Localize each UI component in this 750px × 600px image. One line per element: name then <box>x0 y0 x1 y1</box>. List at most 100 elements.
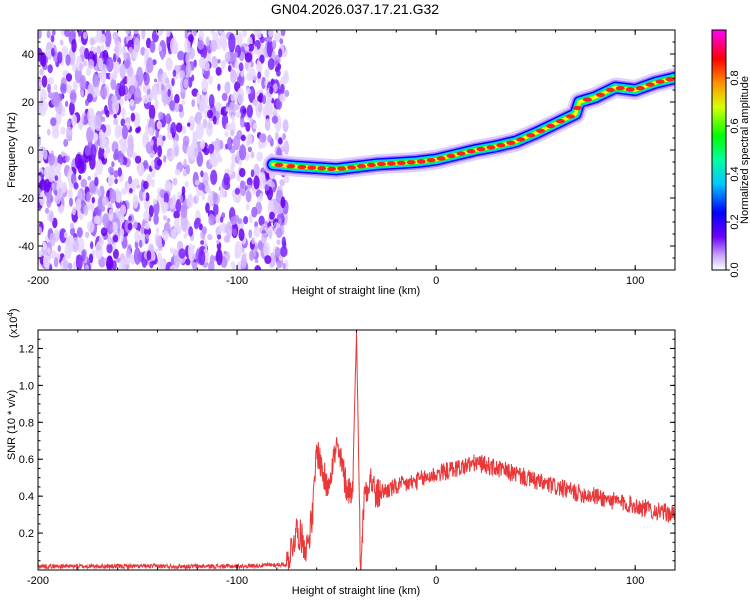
noise-dot <box>86 93 93 103</box>
spectrogram-x-tick-label: 100 <box>626 275 644 287</box>
noise-dot <box>184 38 191 54</box>
noise-dot <box>143 85 148 92</box>
noise-dot <box>104 30 112 48</box>
noise-dot <box>60 151 65 157</box>
noise-dot <box>71 114 78 127</box>
noise-dot <box>69 89 77 104</box>
noise-dot <box>154 78 158 83</box>
noise-dot <box>244 45 250 52</box>
noise-dot <box>195 217 201 225</box>
noise-dot <box>62 260 70 270</box>
noise-dot <box>51 30 56 36</box>
noise-dot <box>236 75 243 84</box>
colorbar-tick-label: 0.2 <box>729 214 741 229</box>
spectrogram-x-tick-label: -200 <box>27 275 49 287</box>
noise-dot <box>124 95 128 102</box>
noise-dot <box>251 206 258 218</box>
noise-dot <box>186 194 194 209</box>
noise-dot <box>106 255 114 270</box>
noise-dot <box>44 207 50 214</box>
noise-dot <box>257 240 263 251</box>
noise-dot <box>174 145 179 157</box>
noise-dot <box>156 121 162 130</box>
noise-dot <box>166 218 171 223</box>
noise-dot <box>148 126 154 136</box>
ridge-peak <box>655 79 665 84</box>
noise-dot <box>269 86 274 95</box>
noise-dot <box>95 159 103 176</box>
noise-dot <box>134 229 140 243</box>
noise-dot <box>240 134 246 142</box>
noise-dot <box>185 62 192 77</box>
ridge-peak <box>635 86 645 91</box>
noise-dot <box>38 105 47 117</box>
noise-dot <box>223 173 230 186</box>
noise-dot <box>205 120 213 137</box>
noise-dot <box>238 228 245 241</box>
noise-dot <box>64 30 71 38</box>
ridge-peak <box>396 160 406 166</box>
ridge-peak <box>486 145 496 150</box>
noise-dot <box>61 46 69 58</box>
noise-dot <box>113 118 119 126</box>
noise-dot <box>117 126 124 137</box>
noise-dot <box>282 133 286 141</box>
noise-dot <box>264 68 270 79</box>
noise-dot <box>146 57 154 74</box>
noise-dot <box>81 250 86 262</box>
snr-y-axis-label: SNR (10 * v/v) <box>6 390 18 460</box>
noise-dot <box>233 214 240 223</box>
noise-dot <box>154 98 159 111</box>
noise-dot <box>128 46 134 55</box>
noise-dot <box>250 88 254 95</box>
noise-dot <box>169 197 173 206</box>
noise-dot <box>150 159 155 170</box>
colorbar: 0.0 0.2 0.4 0.6 0.8 Normalized spectral ampl… <box>711 29 750 278</box>
noise-dot <box>99 129 103 135</box>
noise-dot <box>275 227 283 239</box>
noise-dot <box>60 126 66 135</box>
noise-dot <box>133 221 138 229</box>
ridge-peak <box>436 156 446 161</box>
noise-dot <box>246 72 253 81</box>
noise-dot <box>199 100 205 114</box>
noise-dot <box>212 115 217 125</box>
ridge-peak <box>406 160 416 165</box>
noise-dots <box>38 30 290 270</box>
noise-dot <box>242 108 247 114</box>
noise-dot <box>259 133 267 143</box>
noise-dot <box>224 81 231 95</box>
noise-dot <box>40 52 47 67</box>
noise-dot <box>115 208 119 215</box>
noise-dot <box>62 181 67 193</box>
noise-dot <box>158 73 162 82</box>
noise-dot <box>201 192 205 201</box>
noise-dot <box>281 236 286 248</box>
noise-dot <box>267 226 273 239</box>
spectrogram-y-tick-label: 20 <box>22 97 34 109</box>
noise-dot <box>118 258 126 270</box>
ridge-peak <box>645 82 655 87</box>
noise-dot <box>148 104 156 120</box>
noise-dot <box>284 90 290 97</box>
noise-dot <box>224 51 231 63</box>
noise-dot <box>100 44 105 50</box>
noise-dot <box>247 43 255 52</box>
noise-dot <box>38 148 44 163</box>
noise-dot <box>264 118 271 131</box>
noise-dot <box>139 239 143 248</box>
noise-dot <box>250 60 254 68</box>
noise-dot <box>212 192 218 203</box>
noise-dot <box>143 210 150 222</box>
snr-y-tick-label: 0.8 <box>19 417 34 429</box>
noise-dot <box>196 151 204 167</box>
noise-dot <box>51 47 55 57</box>
noise-dot <box>140 226 145 235</box>
ridge-peak <box>307 165 317 170</box>
noise-dot <box>279 93 286 103</box>
noise-dot <box>225 122 232 131</box>
noise-dot <box>274 31 282 43</box>
noise-dot <box>71 38 77 53</box>
noise-dot <box>43 165 52 180</box>
